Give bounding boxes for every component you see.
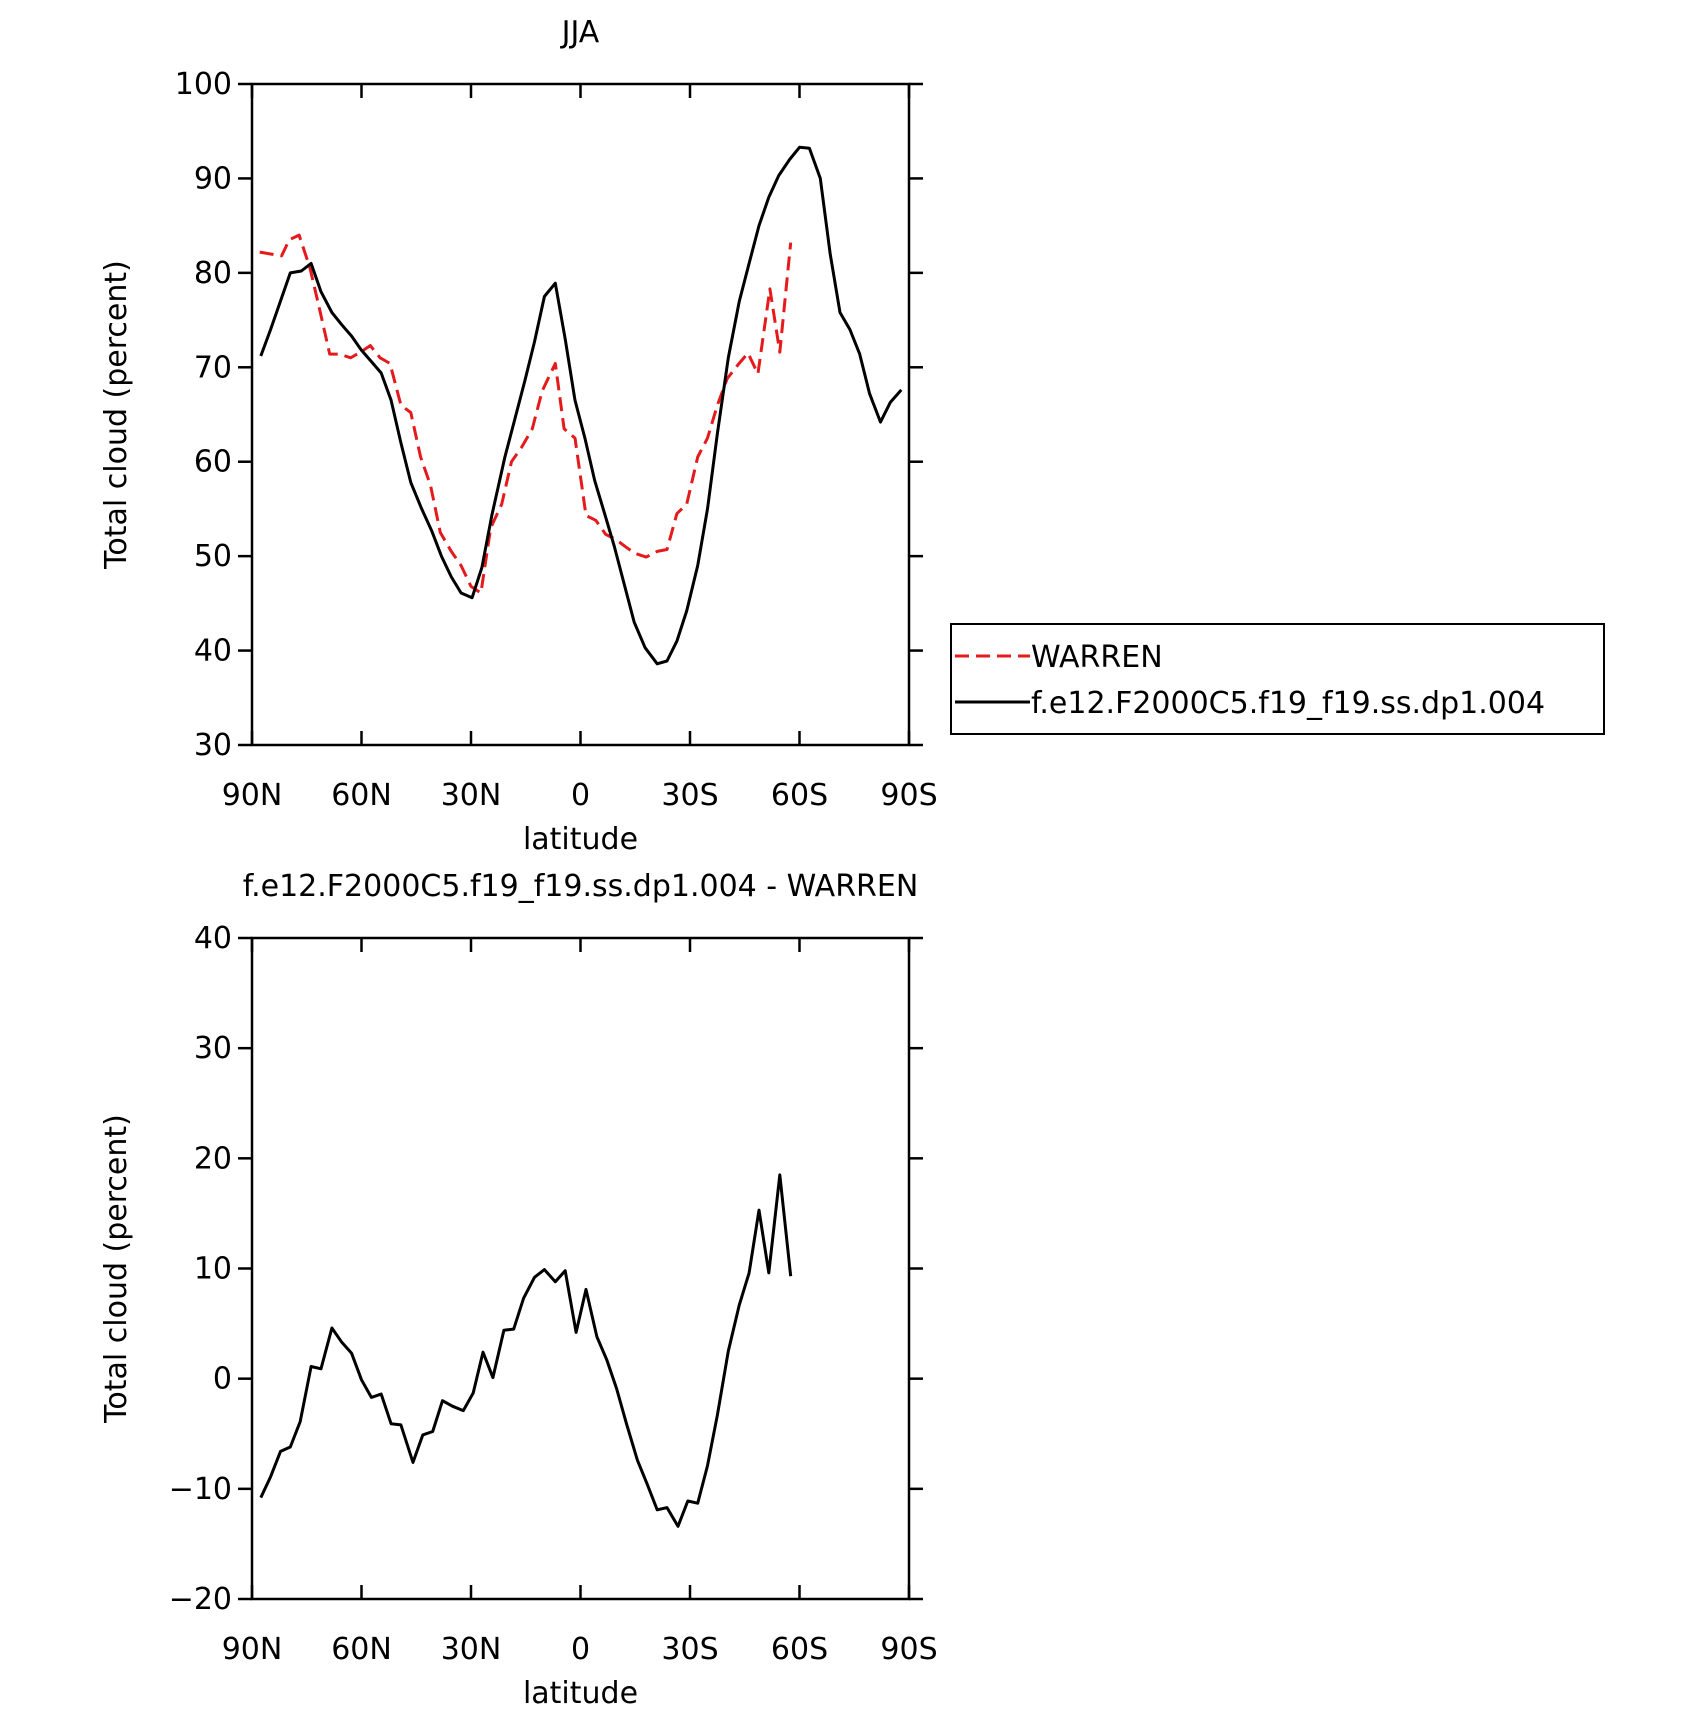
- x-tick-label: 90N: [222, 778, 283, 813]
- y-tick-label: 40: [194, 634, 232, 669]
- x-tick-label: 60N: [331, 1632, 392, 1667]
- y-tick-label: −20: [169, 1582, 232, 1617]
- y-tick-label: 50: [194, 539, 232, 574]
- x-tick-label: 0: [571, 778, 590, 813]
- legend-label: WARREN: [1031, 640, 1163, 675]
- x-tick-label: 30S: [661, 1632, 718, 1667]
- x-tick-label: 90S: [880, 778, 937, 813]
- legend-label: f.e12.F2000C5.f19_f19.ss.dp1.004: [1031, 686, 1545, 721]
- x-tick-label: 60S: [771, 778, 828, 813]
- y-tick-label: 30: [194, 1031, 232, 1066]
- x-tick-label: 0: [571, 1632, 590, 1667]
- x-tick-label: 30S: [661, 778, 718, 813]
- plot-frame: [250, 936, 911, 1601]
- y-tick-label: 20: [194, 1141, 232, 1176]
- y-tick-label: 40: [194, 921, 232, 956]
- x-tick-label: 60S: [771, 1632, 828, 1667]
- y-tick-label: 90: [194, 161, 232, 196]
- data-line: [259, 233, 793, 595]
- y-tick-label: 100: [175, 67, 232, 102]
- chart-title: JJA: [560, 15, 600, 50]
- y-tick-label: 70: [194, 350, 232, 385]
- plot-frame: [250, 82, 911, 747]
- y-tick-label: −10: [169, 1472, 232, 1507]
- x-axis-label: latitude: [523, 822, 638, 857]
- x-tick-label: 90N: [222, 1632, 283, 1667]
- y-tick-label: 80: [194, 256, 232, 291]
- x-tick-label: 60N: [331, 778, 392, 813]
- data-line: [259, 1173, 793, 1528]
- y-axis-label: Total cloud (percent): [99, 260, 134, 570]
- y-tick-label: 10: [194, 1252, 232, 1287]
- y-tick-label: 0: [213, 1362, 232, 1397]
- x-tick-label: 90S: [880, 1632, 937, 1667]
- legend-box: [950, 623, 1605, 735]
- x-tick-label: 30N: [441, 1632, 502, 1667]
- y-axis-label: Total cloud (percent): [99, 1114, 134, 1424]
- chart-title: f.e12.F2000C5.f19_f19.ss.dp1.004 - WARRE…: [243, 869, 919, 904]
- data-line: [259, 145, 903, 666]
- x-tick-label: 30N: [441, 778, 502, 813]
- x-axis-label: latitude: [523, 1676, 638, 1711]
- y-tick-label: 60: [194, 445, 232, 480]
- y-tick-label: 30: [194, 728, 232, 763]
